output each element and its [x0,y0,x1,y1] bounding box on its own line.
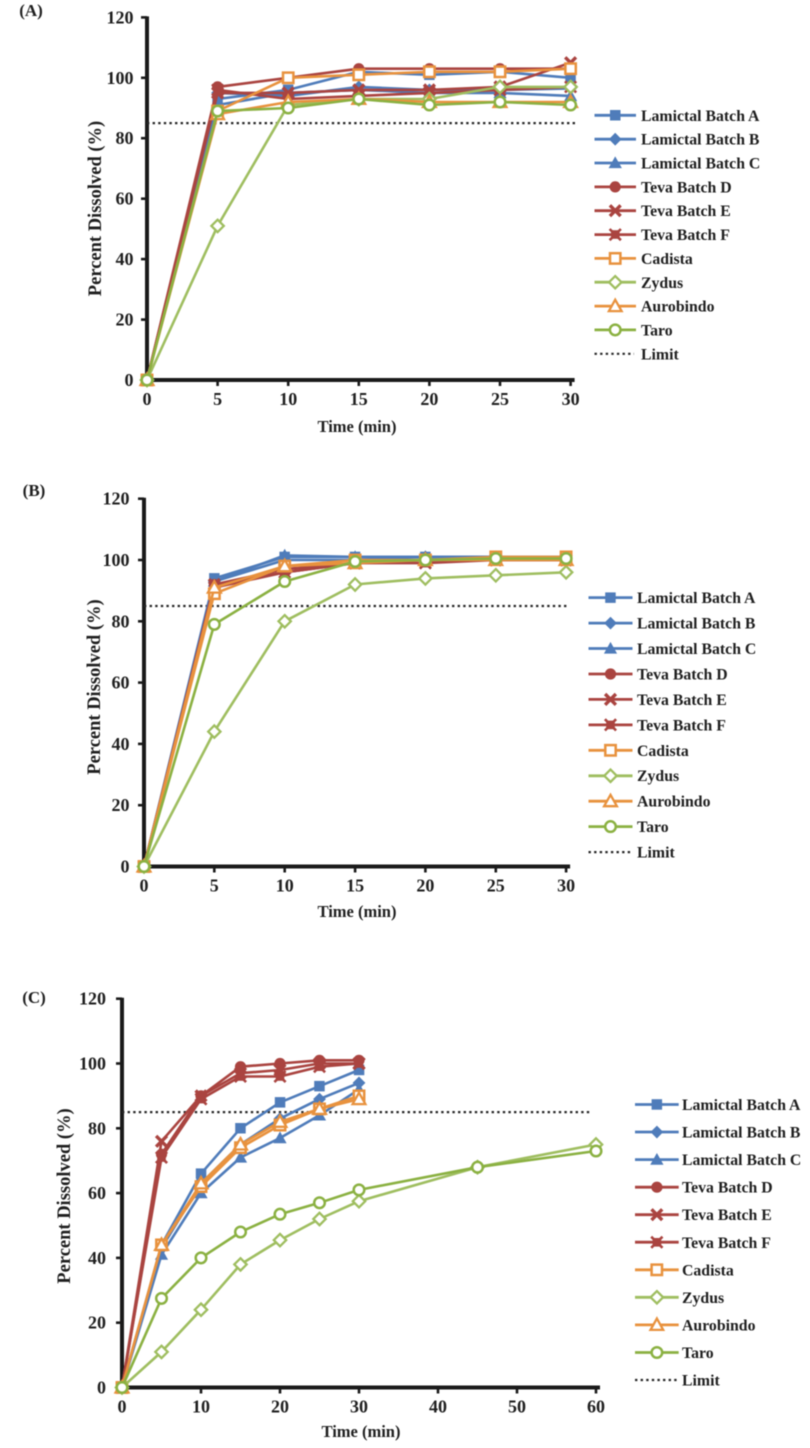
svg-text:Lamictal Batch A: Lamictal Batch A [682,1097,801,1114]
svg-text:30: 30 [350,1397,368,1417]
svg-text:50: 50 [508,1397,526,1417]
svg-text:30: 30 [562,389,580,409]
svg-text:5: 5 [210,876,219,896]
svg-text:20: 20 [420,389,438,409]
svg-text:Cadista: Cadista [637,743,689,760]
svg-text:Lamictal Batch A: Lamictal Batch A [637,590,756,607]
svg-text:80: 80 [112,611,130,631]
svg-text:Teva Batch E: Teva Batch E [637,692,727,709]
svg-text:40: 40 [116,249,134,269]
svg-text:5: 5 [213,389,222,409]
svg-text:120: 120 [79,989,106,1009]
svg-text:Aurobindo: Aurobindo [637,794,711,811]
svg-text:Limit: Limit [637,845,675,862]
svg-text:80: 80 [116,128,134,148]
svg-text:Time (min): Time (min) [322,1422,401,1441]
svg-text:Teva Batch F: Teva Batch F [637,717,726,734]
svg-text:60: 60 [88,1183,106,1203]
svg-text:0: 0 [118,1397,127,1417]
svg-text:Teva Batch F: Teva Batch F [682,1235,771,1252]
svg-text:Cadista: Cadista [682,1262,734,1279]
svg-text:10: 10 [279,389,297,409]
svg-text:20: 20 [88,1313,106,1333]
svg-text:40: 40 [112,734,130,754]
svg-text:100: 100 [107,68,134,88]
svg-text:80: 80 [88,1118,106,1138]
svg-text:10: 10 [276,876,294,896]
svg-text:Lamictal Batch C: Lamictal Batch C [641,156,760,173]
svg-text:Percent Dissolved (%): Percent Dissolved (%) [86,121,106,296]
svg-text:Lamictal Batch B: Lamictal Batch B [682,1125,801,1142]
svg-text:25: 25 [491,389,509,409]
svg-text:20: 20 [112,795,130,815]
svg-text:Teva Batch D: Teva Batch D [637,667,728,684]
svg-text:Lamictal Batch A: Lamictal Batch A [641,108,760,125]
svg-text:Lamictal Batch C: Lamictal Batch C [682,1152,801,1169]
svg-text:0: 0 [97,1378,106,1398]
svg-text:10: 10 [192,1397,210,1417]
svg-text:120: 120 [107,7,134,27]
svg-text:Time (min): Time (min) [318,902,397,921]
svg-text:Time (min): Time (min) [318,417,397,436]
svg-text:Taro: Taro [641,322,673,339]
svg-text:40: 40 [88,1248,106,1268]
svg-text:Teva Batch D: Teva Batch D [682,1180,773,1197]
svg-text:Cadista: Cadista [641,251,693,268]
svg-text:Lamictal Batch B: Lamictal Batch B [641,132,760,149]
svg-text:Zydus: Zydus [682,1290,724,1307]
svg-text:0: 0 [125,370,134,390]
svg-text:(B): (B) [23,481,46,500]
svg-text:Lamictal Batch C: Lamictal Batch C [637,641,756,658]
svg-text:Limit: Limit [641,346,679,363]
svg-text:Percent Dissolved (%): Percent Dissolved (%) [55,1108,75,1283]
svg-text:Taro: Taro [637,819,669,836]
svg-text:Teva Batch D: Teva Batch D [641,179,732,196]
svg-text:Limit: Limit [682,1373,720,1390]
svg-text:15: 15 [350,389,368,409]
svg-text:Teva Batch E: Teva Batch E [641,203,731,220]
svg-text:Lamictal Batch B: Lamictal Batch B [637,616,756,633]
svg-text:Zydus: Zydus [637,768,679,785]
svg-text:60: 60 [112,673,130,693]
svg-text:25: 25 [487,876,505,896]
svg-text:0: 0 [121,857,130,877]
svg-text:20: 20 [116,310,134,330]
svg-text:(A): (A) [19,1,43,20]
svg-text:Teva Batch F: Teva Batch F [641,227,730,244]
svg-text:20: 20 [271,1397,289,1417]
svg-text:120: 120 [103,489,130,509]
svg-text:20: 20 [416,876,434,896]
svg-text:60: 60 [116,189,134,209]
svg-text:40: 40 [429,1397,447,1417]
svg-text:Aurobindo: Aurobindo [682,1317,756,1334]
svg-text:30: 30 [557,876,575,896]
svg-text:15: 15 [346,876,364,896]
svg-text:100: 100 [79,1054,106,1074]
svg-text:Teva Batch E: Teva Batch E [682,1207,772,1224]
svg-text:Zydus: Zydus [641,275,683,292]
svg-text:Taro: Taro [682,1345,714,1362]
svg-text:Percent Dissolved (%): Percent Dissolved (%) [85,599,105,774]
svg-text:100: 100 [103,550,130,570]
svg-text:0: 0 [143,389,152,409]
svg-text:60: 60 [587,1397,605,1417]
svg-text:0: 0 [140,876,149,896]
svg-text:Aurobindo: Aurobindo [641,299,715,316]
svg-text:(C): (C) [22,988,46,1007]
